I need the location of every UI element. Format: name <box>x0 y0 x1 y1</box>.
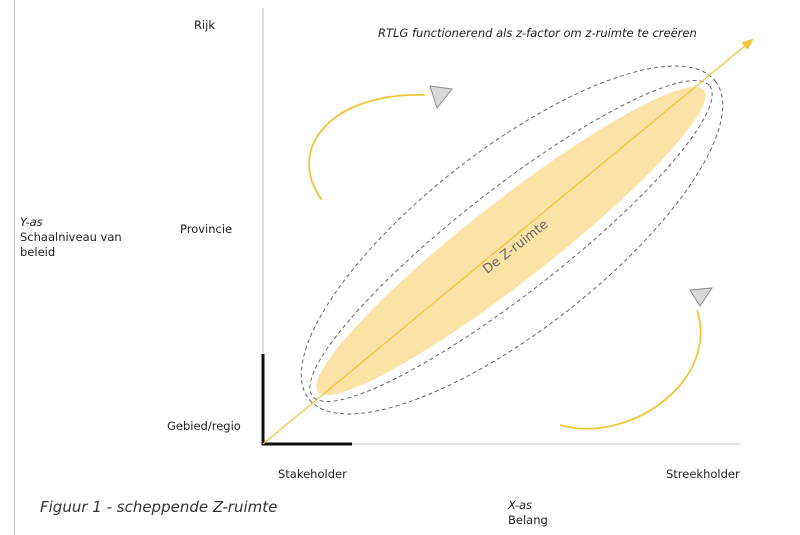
y-axis-name: Y-as <box>20 215 43 229</box>
y-axis-description-2: beleid <box>20 245 56 259</box>
arrowhead-top-left-icon <box>429 85 453 110</box>
diagonal-arrow <box>262 38 754 445</box>
y-tick-rijk: Rijk <box>194 18 216 32</box>
x-tick-stakeholder: Stakeholder <box>278 467 347 481</box>
x-axis-name: X-as <box>508 498 533 512</box>
x-axis-label: X-as Belang <box>508 498 548 528</box>
y-axis-label: Y-as Schaalniveau van beleid <box>20 215 122 260</box>
y-axis-description-1: Schaalniveau van <box>20 230 122 244</box>
y-tick-gebied-regio: Gebied/regio <box>167 419 241 433</box>
z-space-zone <box>316 86 706 396</box>
figure-caption: Figuur 1 - scheppende Z-ruimte <box>40 498 278 516</box>
y-tick-provincie: Provincie <box>180 222 233 236</box>
dashed-boundary-inner <box>309 80 713 402</box>
figure-frame <box>14 0 800 535</box>
curved-arrow-bottom-right <box>559 309 702 430</box>
dashed-boundary-outer <box>300 65 724 415</box>
x-axis-description: Belang <box>508 513 548 527</box>
curved-arrow-top-left <box>308 94 426 201</box>
x-tick-streekholder: Streekholder <box>666 467 740 481</box>
figure-title: RTLG functionerend als z-factor om z-rui… <box>378 26 697 40</box>
arrowhead-bottom-right-icon <box>689 287 713 307</box>
